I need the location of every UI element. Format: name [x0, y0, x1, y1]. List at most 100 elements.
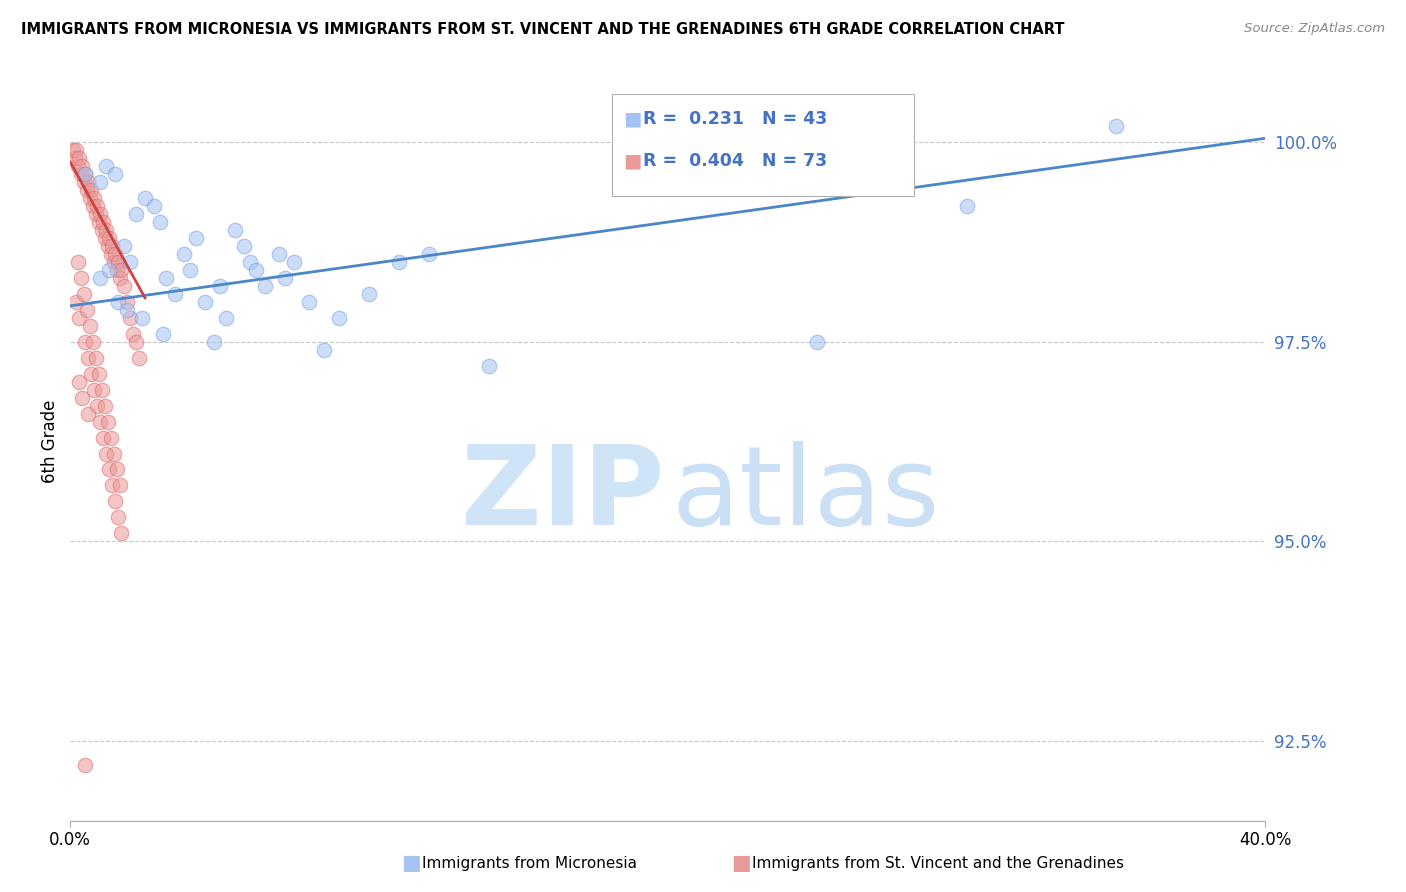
- Point: [269, 247, 291, 261]
- Point: [84, 207, 107, 221]
- Text: Immigrants from St. Vincent and the Grenadines: Immigrants from St. Vincent and the Gren…: [752, 856, 1125, 871]
- Point: [76, 302, 98, 317]
- Point: [86, 199, 108, 213]
- Point: [194, 294, 217, 309]
- Point: [173, 247, 195, 261]
- Point: [67, 310, 90, 325]
- Point: [214, 310, 236, 325]
- Point: [155, 271, 177, 285]
- Text: ■: ■: [401, 854, 420, 873]
- Point: [274, 271, 297, 285]
- Point: [224, 223, 246, 237]
- Point: [163, 286, 186, 301]
- Point: [82, 199, 104, 213]
- Point: [359, 286, 381, 301]
- Text: Source: ZipAtlas.com: Source: ZipAtlas.com: [1244, 22, 1385, 36]
- Point: [101, 239, 124, 253]
- Point: [97, 239, 120, 253]
- Point: [86, 399, 108, 413]
- Point: [107, 255, 129, 269]
- Point: [104, 494, 127, 508]
- Point: [328, 310, 350, 325]
- Point: [98, 263, 121, 277]
- Point: [83, 191, 105, 205]
- Text: ZIP: ZIP: [461, 442, 664, 548]
- Point: [83, 383, 105, 397]
- Point: [77, 175, 100, 189]
- Point: [956, 199, 979, 213]
- Point: [103, 255, 125, 269]
- Point: [82, 334, 104, 349]
- Point: [103, 446, 125, 460]
- Point: [184, 231, 207, 245]
- Point: [75, 167, 97, 181]
- Text: IMMIGRANTS FROM MICRONESIA VS IMMIGRANTS FROM ST. VINCENT AND THE GRENADINES 6TH: IMMIGRANTS FROM MICRONESIA VS IMMIGRANTS…: [21, 22, 1064, 37]
- Point: [134, 191, 156, 205]
- Point: [70, 391, 93, 405]
- Point: [283, 255, 305, 269]
- Point: [69, 271, 91, 285]
- Text: ■: ■: [623, 109, 641, 128]
- Point: [101, 478, 124, 492]
- Point: [98, 231, 121, 245]
- Point: [93, 231, 115, 245]
- Point: [208, 279, 231, 293]
- Point: [108, 271, 131, 285]
- Point: [76, 183, 98, 197]
- Point: [125, 334, 148, 349]
- Point: [143, 199, 166, 213]
- Point: [100, 247, 122, 261]
- Text: R =  0.231   N = 43: R = 0.231 N = 43: [643, 110, 827, 128]
- Point: [115, 294, 138, 309]
- Point: [67, 151, 90, 165]
- Text: ■: ■: [731, 854, 751, 873]
- Point: [107, 294, 129, 309]
- Point: [115, 302, 138, 317]
- Point: [79, 191, 101, 205]
- Point: [125, 207, 148, 221]
- Text: R =  0.404   N = 73: R = 0.404 N = 73: [643, 152, 827, 169]
- Point: [66, 159, 89, 173]
- Point: [314, 343, 336, 357]
- Point: [108, 478, 131, 492]
- Point: [89, 207, 111, 221]
- Point: [104, 167, 127, 181]
- Point: [75, 334, 97, 349]
- Point: [75, 167, 97, 181]
- Point: [120, 255, 141, 269]
- Point: [107, 510, 129, 524]
- Point: [253, 279, 276, 293]
- Point: [73, 175, 96, 189]
- Point: [478, 359, 501, 373]
- Point: [112, 239, 135, 253]
- Point: [1105, 120, 1128, 134]
- Point: [232, 239, 254, 253]
- Point: [131, 310, 153, 325]
- Point: [298, 294, 321, 309]
- Point: [245, 263, 267, 277]
- Point: [104, 247, 127, 261]
- Point: [66, 255, 89, 269]
- Point: [418, 247, 440, 261]
- Point: [112, 279, 135, 293]
- Point: [67, 375, 90, 389]
- Point: [63, 151, 86, 165]
- Point: [388, 255, 411, 269]
- Point: [120, 310, 141, 325]
- Point: [70, 159, 93, 173]
- Point: [62, 143, 84, 157]
- Point: [87, 215, 110, 229]
- Point: [80, 183, 103, 197]
- Y-axis label: 6th Grade: 6th Grade: [41, 400, 59, 483]
- Text: atlas: atlas: [672, 442, 941, 548]
- Point: [96, 446, 117, 460]
- Point: [96, 159, 117, 173]
- Point: [87, 367, 110, 381]
- Point: [69, 167, 91, 181]
- Point: [77, 407, 100, 421]
- Point: [80, 367, 103, 381]
- Point: [90, 223, 112, 237]
- Point: [91, 431, 114, 445]
- Point: [84, 351, 107, 365]
- Point: [73, 286, 96, 301]
